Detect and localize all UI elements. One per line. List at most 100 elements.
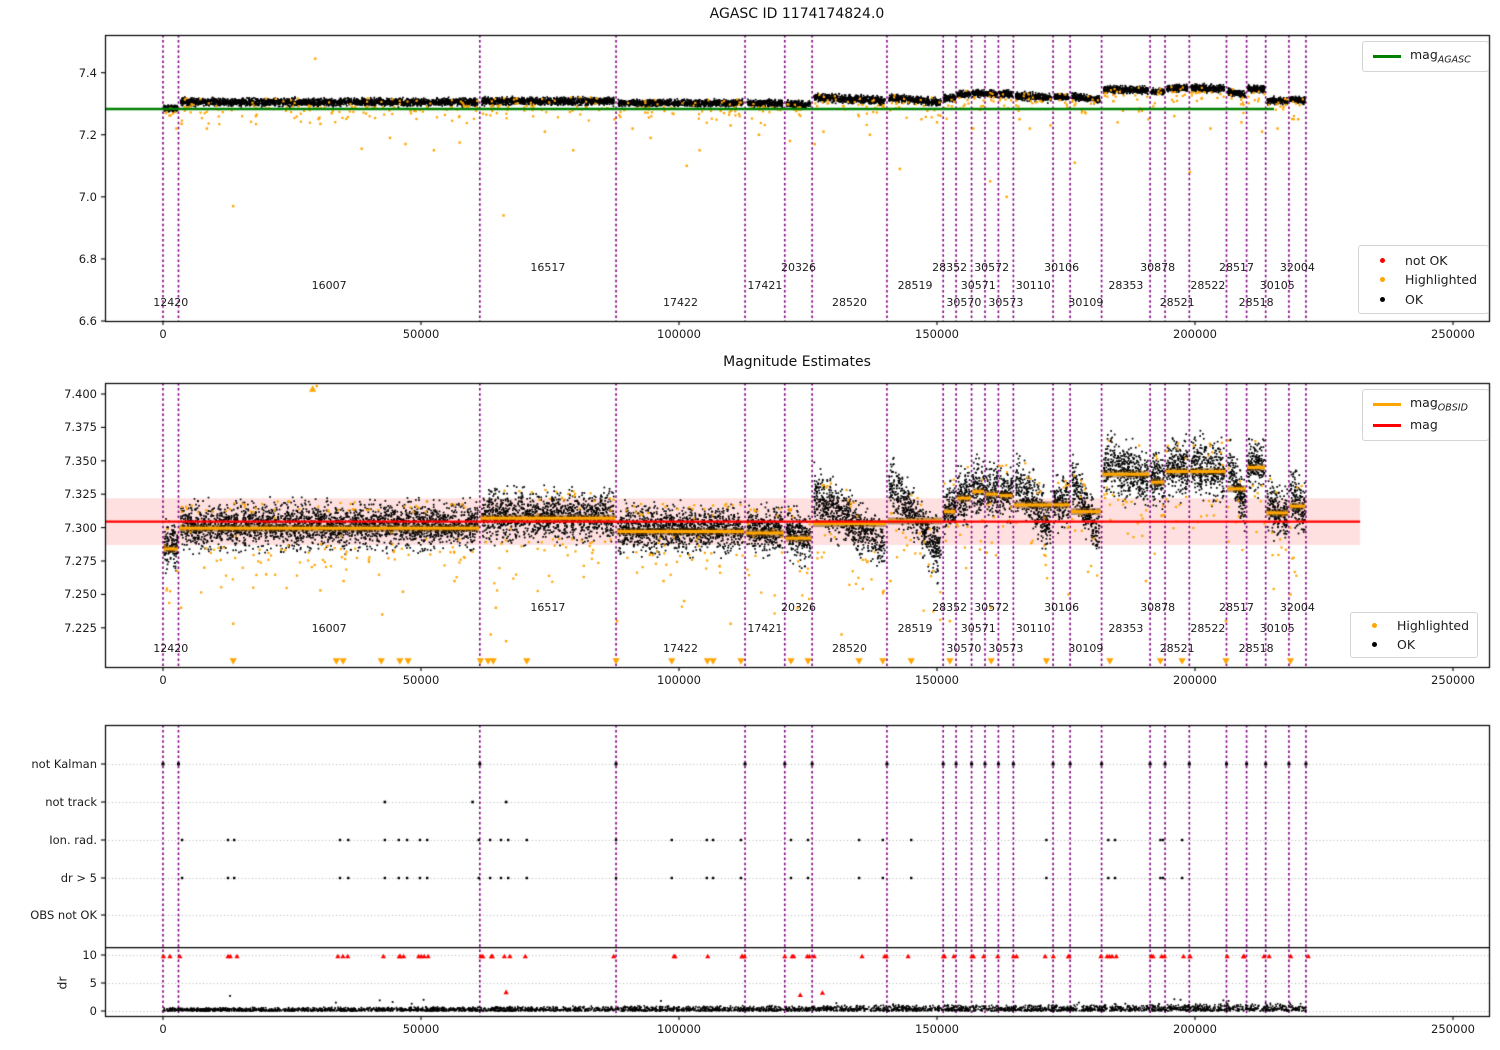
- legend-mag-obsid: magOBSID mag: [1362, 389, 1489, 441]
- legend-label-not-ok: not OK: [1405, 252, 1448, 268]
- obsid-label: 17421: [747, 278, 783, 292]
- obsid-label: 16007: [311, 278, 347, 292]
- obsid-label: 30571: [960, 621, 996, 635]
- x-tick-label: 150000: [915, 673, 959, 687]
- legend-row-not-ok: not OK: [1359, 253, 1488, 268]
- obsid-label: 28519: [897, 621, 933, 635]
- x-tick-label: 0: [159, 673, 167, 687]
- x-tick-label: 200000: [1173, 673, 1217, 687]
- obsid-label: 28352: [932, 261, 968, 274]
- y-tick-label: 6.8: [78, 251, 97, 266]
- legend-mid-points: Highlighted OK: [1350, 612, 1478, 658]
- not-ok-dot-sample: [1380, 257, 1385, 263]
- dr-tick-label: 0: [89, 1004, 97, 1018]
- obsid-label: 17422: [663, 296, 699, 309]
- legend-label-ok: OK: [1405, 291, 1424, 307]
- x-tick-label: 0: [159, 327, 167, 341]
- x-tick-label: 250000: [1431, 1022, 1475, 1036]
- highlighted-dot-sample: [1380, 277, 1385, 282]
- legend-label-mag-agasc: magAGASC: [1410, 47, 1471, 66]
- legend-row-ok-2: OK: [1351, 637, 1477, 652]
- x-tick-label: 200000: [1173, 327, 1217, 341]
- obsid-label: 28522: [1190, 621, 1226, 635]
- y-tick-label: 7.325: [64, 487, 97, 502]
- legend-label-highlighted: Highlighted: [1405, 272, 1478, 287]
- x-tick-label: 250000: [1431, 327, 1475, 341]
- obsid-label: 30109: [1068, 642, 1104, 655]
- obsid-label: 28520: [832, 296, 868, 309]
- dr-tick-label: 10: [82, 948, 97, 962]
- x-tick-label: 150000: [915, 327, 959, 341]
- obsid-label: 32004: [1279, 601, 1315, 614]
- category-label: Ion. rad.: [49, 833, 97, 847]
- obsid-label: 20326: [780, 261, 816, 274]
- x-tick-label: 50000: [402, 327, 440, 341]
- category-label: dr > 5: [60, 871, 97, 885]
- obsid-label: 28517: [1219, 261, 1255, 274]
- legend-row-highlighted: Highlighted: [1359, 272, 1488, 287]
- x-tick-label: 0: [159, 1022, 167, 1036]
- obsid-label: 32004: [1279, 261, 1315, 274]
- obsid-label: 30106: [1044, 601, 1080, 614]
- obsid-label: 28518: [1238, 296, 1274, 309]
- obsid-label: 16517: [530, 601, 566, 614]
- y-tick-label: 7.225: [64, 620, 97, 635]
- obsid-label: 17422: [663, 642, 699, 655]
- y-tick-label: 7.375: [64, 420, 97, 435]
- y-tick-label: 7.4: [78, 65, 97, 80]
- legend-mag-agasc: magAGASC: [1362, 41, 1489, 72]
- legend-row-mag-obsid: magOBSID: [1363, 395, 1488, 414]
- obsid-label: 30105: [1259, 278, 1295, 292]
- y-tick-label: 7.400: [64, 387, 97, 401]
- dr-tick-label: 5: [89, 976, 97, 990]
- y-tick-label: 6.6: [78, 314, 97, 328]
- obsid-label: 30110: [1015, 621, 1051, 635]
- orange-line-sample: [1373, 402, 1401, 406]
- obsid-label: 30109: [1068, 296, 1104, 309]
- obsid-label: 28521: [1159, 296, 1195, 309]
- obsid-label: 20326: [780, 601, 816, 614]
- obsid-label: 30570: [946, 642, 982, 655]
- obsid-label: 28353: [1108, 278, 1144, 292]
- legend-row-mag: mag: [1363, 417, 1488, 436]
- x-tick-label: 250000: [1431, 673, 1475, 687]
- legend-top-points: not OK Highlighted OK: [1358, 245, 1489, 314]
- x-tick-label: 50000: [402, 1022, 440, 1036]
- obsid-label: 16007: [311, 621, 347, 635]
- green-line-sample: [1373, 55, 1401, 58]
- y-tick-label: 7.275: [64, 554, 97, 568]
- obsid-label: 12420: [153, 296, 189, 309]
- category-label: OBS not OK: [30, 908, 97, 922]
- x-tick-label: 50000: [402, 673, 440, 687]
- obsid-label: 16517: [530, 261, 566, 274]
- dr-axis-label: dr: [54, 976, 70, 990]
- obsid-label: 28352: [932, 601, 968, 614]
- x-tick-label: 150000: [915, 1022, 959, 1036]
- obsid-label: 30570: [946, 296, 982, 309]
- y-tick-label: 7.250: [64, 587, 97, 602]
- obsid-label: 28518: [1238, 642, 1274, 655]
- obsid-label: 30573: [988, 296, 1024, 309]
- panel1-title: AGASC ID 1174174824.0: [709, 6, 885, 22]
- obsid-label: 28520: [832, 642, 868, 655]
- obsid-label: 30106: [1044, 261, 1080, 274]
- obsid-label: 28522: [1190, 278, 1226, 292]
- y-tick-label: 7.2: [78, 127, 97, 142]
- x-tick-label: 100000: [657, 673, 701, 687]
- obsid-label: 28353: [1108, 621, 1144, 635]
- legend-label-mag-obsid: magOBSID: [1410, 395, 1468, 414]
- category-label: not Kalman: [31, 757, 97, 771]
- obsid-label: 17421: [747, 621, 783, 635]
- obsid-label: 30878: [1140, 601, 1176, 614]
- obsid-label: 12420: [153, 642, 189, 655]
- legend-row-mag-agasc: magAGASC: [1363, 47, 1488, 66]
- obsid-label: 30572: [974, 261, 1010, 274]
- obsid-label: 30110: [1015, 278, 1051, 292]
- obsid-label: 28521: [1159, 642, 1195, 655]
- obsid-label: 30573: [988, 642, 1024, 655]
- category-label: not track: [45, 795, 97, 809]
- ok-dot-sample: [1380, 296, 1385, 302]
- legend-row-highlighted-2: Highlighted: [1351, 618, 1477, 633]
